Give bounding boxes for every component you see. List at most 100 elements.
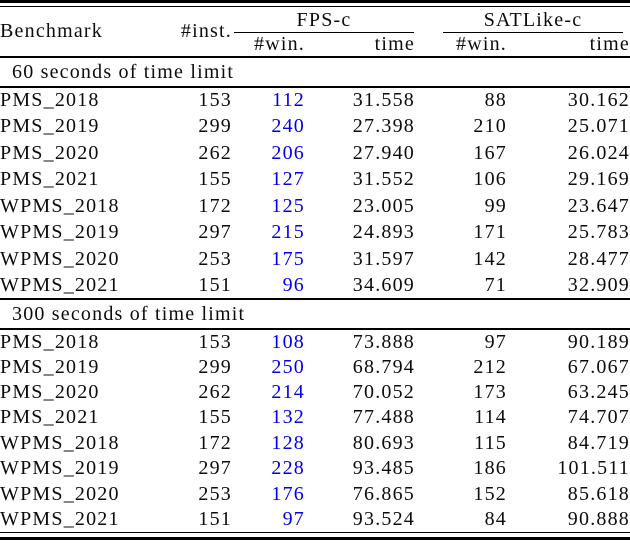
benchmark-cell: WPMS_2021 — [0, 506, 155, 533]
satlike-time-cell: 101.511 — [557, 457, 630, 480]
inst-cell: 262 — [198, 141, 232, 164]
satlike-win-cell: 152 — [473, 482, 507, 505]
fps-time-cell: 23.005 — [352, 194, 415, 217]
table-row: PMS_2018 153 112 31.558 88 30.162 — [0, 87, 630, 114]
satlike-win-cell: 142 — [473, 247, 507, 270]
table-row: WPMS_2019 297 215 24.893 171 25.783 — [0, 220, 630, 247]
benchmark-cell: WPMS_2021 — [0, 273, 120, 296]
benchmark-cell: PMS_2019 — [0, 355, 100, 378]
satlike-time-cell: 74.707 — [567, 406, 630, 429]
table-row: PMS_2021 155 127 31.552 106 29.169 — [0, 167, 630, 194]
fps-win-cell: 250 — [271, 355, 305, 378]
satlike-time-cell: 25.071 — [567, 115, 630, 138]
fps-time-cell: 70.052 — [352, 380, 415, 403]
inst-cell: 297 — [198, 221, 232, 244]
section-title: 300 seconds of time limit — [0, 298, 630, 330]
benchmark-cell: PMS_2020 — [0, 141, 100, 164]
benchmark-cell: PMS_2018 — [0, 330, 100, 353]
inst-cell: 151 — [155, 506, 232, 533]
fps-time-cell: 80.693 — [352, 431, 415, 454]
fps-win-cell: 228 — [271, 457, 305, 480]
fps-time-cell: 31.552 — [352, 168, 415, 191]
inst-cell: 155 — [198, 406, 232, 429]
fps-win-cell: 97 — [232, 506, 305, 533]
table-row: WPMS_2021 151 96 34.609 71 32.909 — [0, 273, 630, 300]
fps-time-header: time — [305, 33, 415, 58]
table-row: PMS_2019 299 240 27.398 210 25.071 — [0, 114, 630, 141]
benchmark-header: Benchmark — [0, 7, 155, 58]
satlike-win-cell: 212 — [473, 355, 507, 378]
satlike-time-cell: 28.477 — [567, 247, 630, 270]
fps-win-cell: 112 — [272, 89, 305, 112]
fps-win-cell: 214 — [271, 380, 305, 403]
satlike-win-cell: 99 — [484, 194, 507, 217]
satlike-time-cell: 26.024 — [567, 141, 630, 164]
fps-win-cell: 206 — [271, 141, 305, 164]
benchmark-cell: WPMS_2020 — [0, 482, 120, 505]
fps-time-cell: 24.893 — [352, 221, 415, 244]
satlike-win-cell: 71 — [484, 273, 507, 296]
satlike-time-cell: 25.783 — [567, 221, 630, 244]
inst-cell: 253 — [198, 482, 232, 505]
satlike-win-cell: 186 — [473, 457, 507, 480]
benchmark-cell: PMS_2021 — [0, 406, 100, 429]
satlike-win-cell: 106 — [473, 168, 507, 191]
fps-time-cell: 68.794 — [352, 355, 415, 378]
table-row: WPMS_2020 253 175 31.597 142 28.477 — [0, 246, 630, 273]
inst-cell: 299 — [198, 355, 232, 378]
satlike-time-cell: 29.169 — [567, 168, 630, 191]
fps-c-group-header: FPS-c — [232, 7, 415, 33]
satlike-time-cell: 85.618 — [567, 482, 630, 505]
satlike-time-cell: 90.888 — [507, 506, 630, 533]
satlike-win-cell: 115 — [474, 431, 507, 454]
inst-header: #inst. — [155, 7, 232, 58]
fps-win-cell: 125 — [271, 194, 305, 217]
satlike-c-group-label: SATLike-c — [443, 9, 623, 33]
fps-time-cell: 34.609 — [352, 273, 415, 296]
table-row: PMS_2020 262 206 27.940 167 26.024 — [0, 140, 630, 167]
section-title: 60 seconds of time limit — [0, 56, 630, 88]
table-row: WPMS_2018 172 128 80.693 115 84.719 — [0, 431, 630, 456]
table-row: WPMS_2019 297 228 93.485 186 101.511 — [0, 456, 630, 481]
fps-win-cell: 108 — [271, 330, 305, 353]
inst-cell: 253 — [198, 247, 232, 270]
satlike-time-cell: 90.189 — [567, 330, 630, 353]
fps-c-group-label: FPS-c — [234, 9, 414, 33]
table-row: WPMS_2021 151 97 93.524 84 90.888 — [0, 506, 630, 533]
fps-win-cell: 127 — [271, 168, 305, 191]
satlike-time-cell: 67.067 — [567, 355, 630, 378]
fps-time-cell: 73.888 — [352, 330, 415, 353]
benchmark-cell: WPMS_2019 — [0, 457, 120, 480]
benchmark-cell: WPMS_2018 — [0, 431, 120, 454]
header-row-subcolumns: #win. time #win. time — [0, 33, 630, 58]
satlike-win-cell: 114 — [474, 406, 507, 429]
inst-cell: 155 — [198, 168, 232, 191]
inst-cell: 297 — [198, 457, 232, 480]
section-title-row: 60 seconds of time limit — [0, 56, 630, 88]
fps-time-cell: 27.398 — [352, 115, 415, 138]
benchmark-cell: PMS_2021 — [0, 168, 100, 191]
fps-win-cell: 128 — [271, 431, 305, 454]
benchmark-cell: PMS_2020 — [0, 380, 100, 403]
top-rule-thick — [0, 0, 630, 3]
satlike-time-cell: 63.245 — [567, 380, 630, 403]
table-row: WPMS_2018 172 125 23.005 99 23.647 — [0, 193, 630, 220]
inst-cell: 172 — [198, 194, 232, 217]
fps-time-cell: 93.524 — [305, 506, 415, 533]
benchmark-cell: WPMS_2019 — [0, 221, 120, 244]
inst-cell: 172 — [198, 431, 232, 454]
fps-time-cell: 31.558 — [352, 89, 415, 112]
inst-cell: 153 — [198, 89, 232, 112]
inst-cell: 151 — [198, 273, 232, 296]
fps-time-cell: 93.485 — [352, 457, 415, 480]
satlike-time-header: time — [507, 33, 630, 58]
fps-time-cell: 76.865 — [352, 482, 415, 505]
fps-win-cell: 96 — [282, 273, 305, 296]
benchmark-cell: PMS_2018 — [0, 89, 100, 112]
inst-cell: 299 — [198, 115, 232, 138]
benchmark-cell: PMS_2019 — [0, 115, 100, 138]
satlike-time-cell: 84.719 — [567, 431, 630, 454]
fps-win-header: #win. — [232, 33, 305, 58]
table-row: PMS_2018 153 108 73.888 97 90.189 — [0, 329, 630, 354]
header-row-groups: Benchmark #inst. FPS-c SATLike-c — [0, 7, 630, 58]
